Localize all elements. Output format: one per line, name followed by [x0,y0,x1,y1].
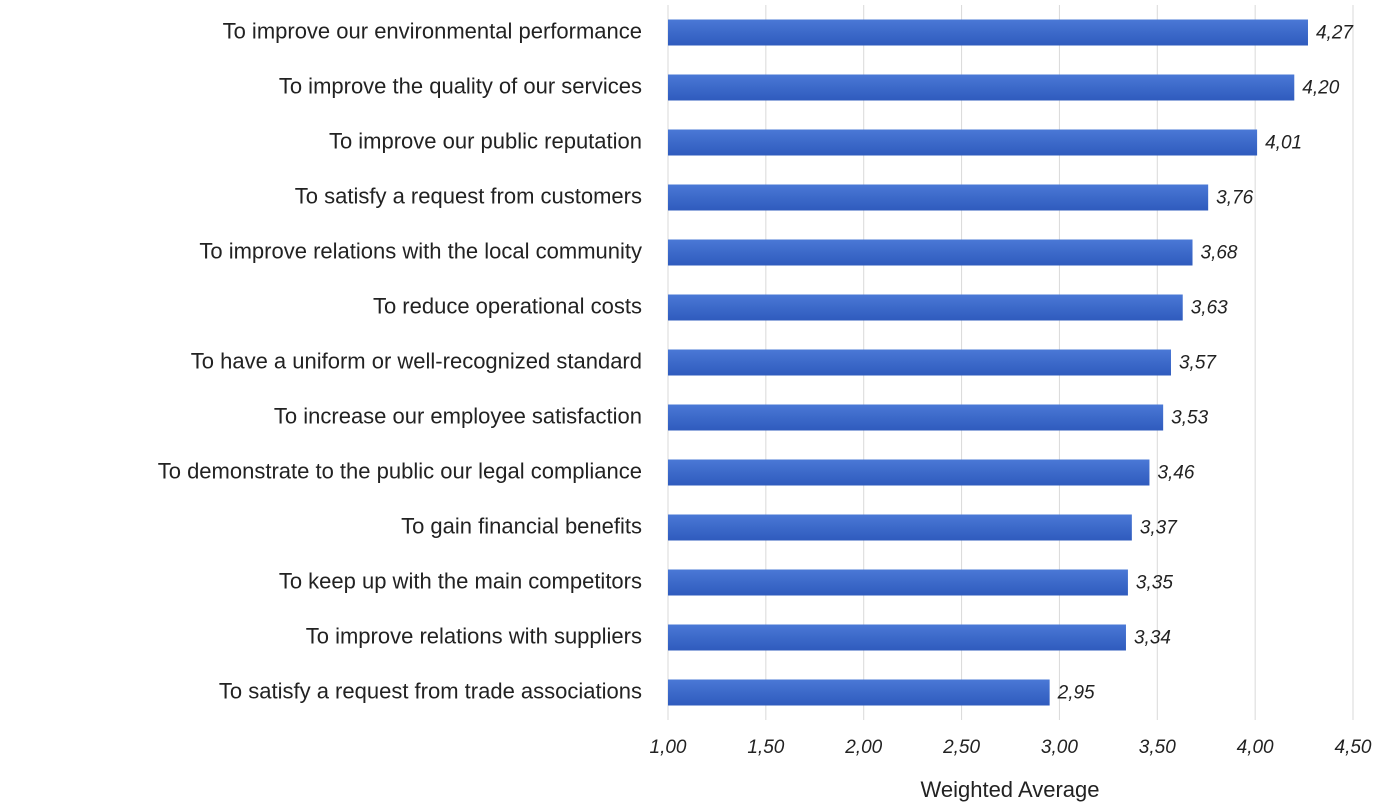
y-tick-label: To improve our environmental performance [223,18,642,43]
bar [668,19,1308,46]
x-tick-label: 1,00 [650,737,687,758]
bar [668,349,1171,376]
x-tick-label: 4,00 [1237,737,1274,758]
value-label: 3,34 [1134,628,1171,649]
value-label: 3,76 [1216,188,1253,209]
y-tick-label: To have a uniform or well-recognized sta… [191,348,642,373]
bar [668,294,1183,321]
x-tick-label: 3,00 [1041,737,1078,758]
y-tick-label: To reduce operational costs [373,293,642,318]
bar [668,239,1193,266]
bar [668,184,1209,211]
y-tick-label: To improve the quality of our services [279,73,642,98]
bar [668,624,1126,651]
bar [668,74,1295,101]
y-tick-label: To increase our employee satisfaction [274,403,642,428]
value-label: 2,95 [1057,683,1095,704]
value-label: 3,53 [1171,408,1208,429]
y-tick-label: To demonstrate to the public our legal c… [158,458,642,483]
x-axis-title: Weighted Average [921,777,1100,802]
y-tick-label: To gain financial benefits [401,513,642,538]
y-tick-label: To improve relations with suppliers [306,623,642,648]
bar [668,129,1258,156]
y-tick-label: To improve relations with the local comm… [199,238,642,263]
value-label: 3,68 [1201,243,1238,264]
value-label: 3,63 [1191,298,1228,319]
y-tick-label: To satisfy a request from trade associat… [219,678,642,703]
value-label: 4,27 [1316,23,1354,44]
y-tick-label: To improve our public reputation [329,128,642,153]
x-tick-label: 1,50 [747,737,784,758]
x-tick-label: 2,00 [844,737,882,758]
value-label: 4,20 [1302,78,1339,99]
value-label: 3,35 [1136,573,1173,594]
x-tick-label: 4,50 [1335,737,1372,758]
bar [668,569,1128,596]
value-label: 3,46 [1157,463,1194,484]
x-tick-label: 2,50 [942,737,980,758]
value-label: 4,01 [1265,133,1302,154]
y-tick-label: To keep up with the main competitors [279,568,642,593]
bar [668,404,1164,431]
x-tick-label: 3,50 [1139,737,1176,758]
value-label: 3,37 [1140,518,1178,539]
y-tick-label: To satisfy a request from customers [295,183,642,208]
value-label: 3,57 [1179,353,1217,374]
bar [668,679,1050,706]
bar [668,514,1132,541]
bar [668,459,1150,486]
